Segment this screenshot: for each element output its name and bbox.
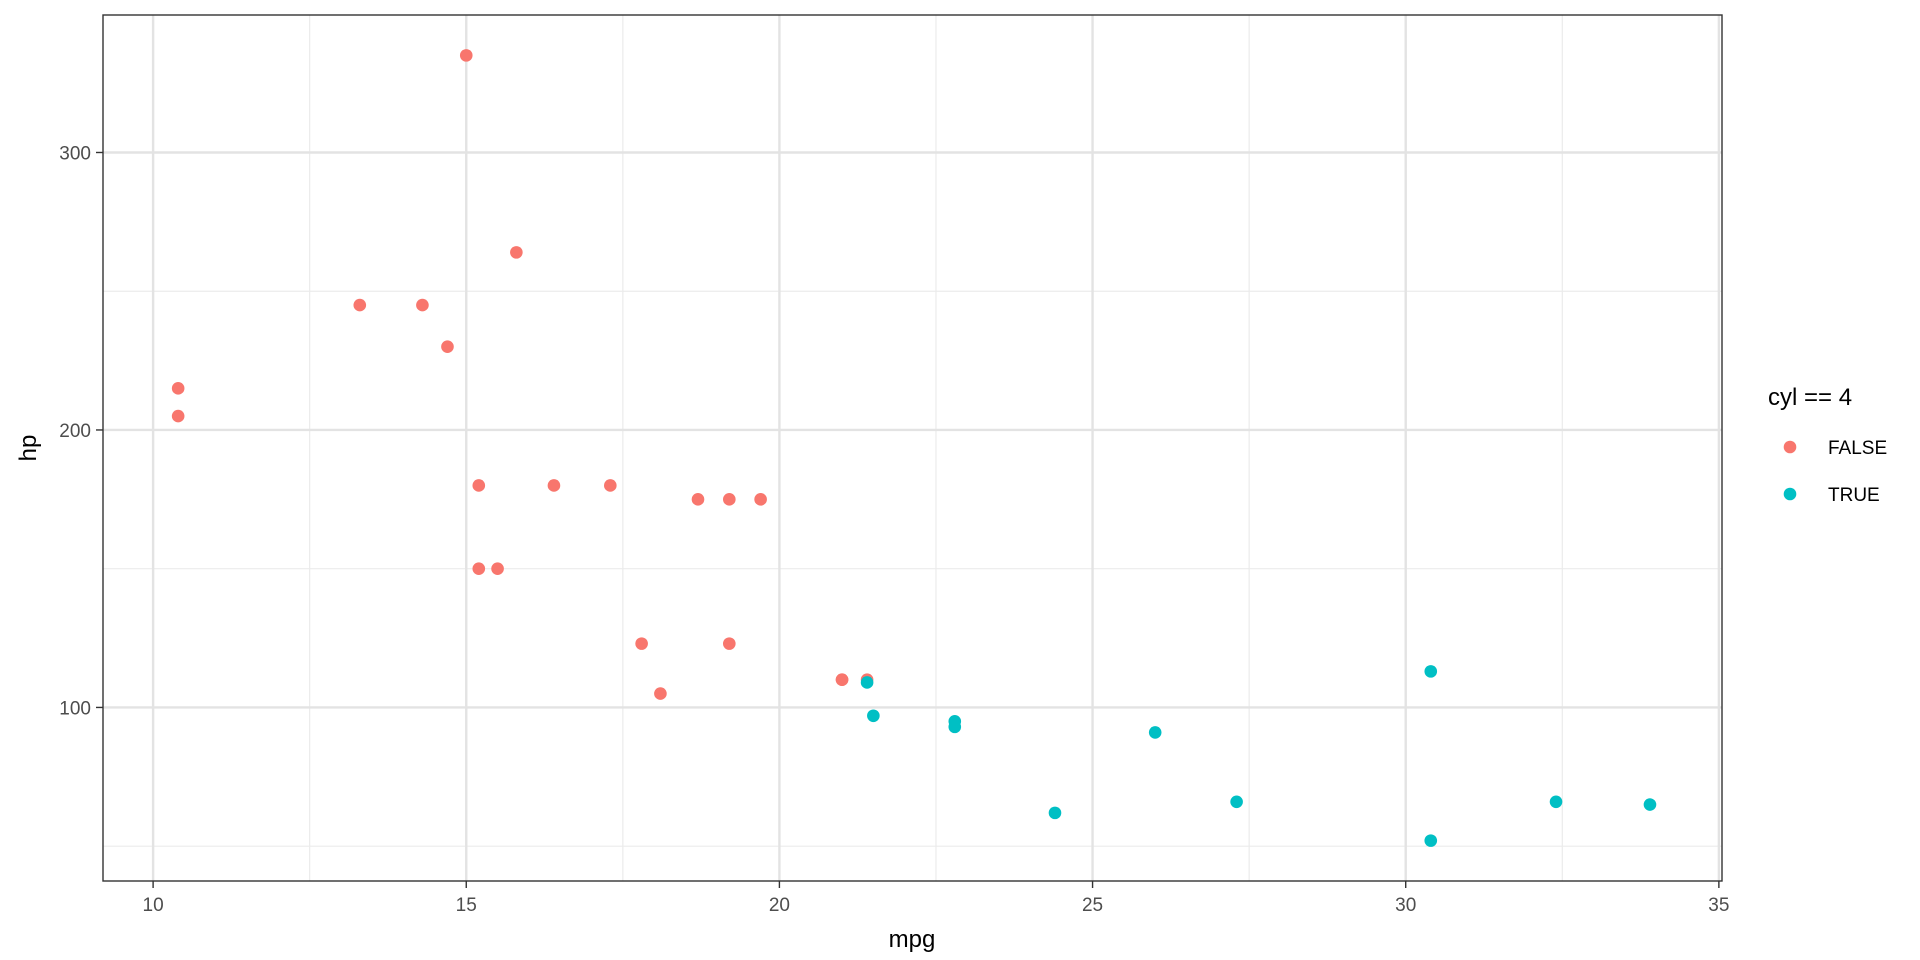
x-tick-label: 20 <box>769 895 790 916</box>
data-point <box>1230 795 1243 809</box>
legend: cyl == 4 FALSE TRUE <box>1768 384 1887 506</box>
data-point <box>472 479 486 492</box>
data-point <box>860 676 874 689</box>
data-point <box>691 493 705 506</box>
y-axis-title: hp <box>15 435 42 462</box>
data-point <box>1643 798 1657 811</box>
legend-key <box>1783 440 1797 454</box>
legend-title: cyl == 4 <box>1768 384 1852 411</box>
data-point <box>353 298 367 312</box>
plot-panel-border <box>102 14 1723 882</box>
y-tick-label: 200 <box>59 421 91 442</box>
data-point <box>510 246 523 259</box>
data-point <box>604 479 617 492</box>
legend-key <box>1783 487 1797 501</box>
data-point <box>835 673 849 686</box>
x-tick-label: 30 <box>1395 895 1416 916</box>
x-tick-label: 35 <box>1708 895 1729 916</box>
data-point <box>1048 806 1062 820</box>
data-point <box>441 340 454 354</box>
data-point <box>1424 665 1438 678</box>
data-point <box>472 562 486 576</box>
data-point <box>654 687 667 700</box>
data-point <box>723 493 736 506</box>
minor-grid <box>103 15 1722 881</box>
y-tick-label: 300 <box>59 143 91 164</box>
data-point <box>171 382 185 395</box>
data-point <box>459 49 473 62</box>
data-point <box>867 709 880 723</box>
legend-label: FALSE <box>1828 438 1887 459</box>
x-tick-label: 15 <box>456 895 477 916</box>
y-axis-ticks: 100 200 300 <box>59 143 103 719</box>
data-points <box>171 49 1657 847</box>
data-point <box>491 562 504 576</box>
x-axis-ticks: 10 15 20 25 30 35 <box>143 881 1729 916</box>
data-point <box>171 409 185 423</box>
data-point <box>1148 726 1162 739</box>
legend-label: TRUE <box>1828 485 1880 506</box>
x-axis-title: mpg <box>889 926 936 953</box>
data-point <box>1549 795 1563 809</box>
plot-background <box>103 15 1722 881</box>
x-tick-label: 10 <box>143 895 164 916</box>
data-point <box>723 637 736 650</box>
data-point <box>1424 834 1438 847</box>
major-grid <box>103 15 1722 881</box>
data-point <box>416 298 429 312</box>
y-tick-label: 100 <box>59 698 91 719</box>
x-tick-label: 25 <box>1082 895 1103 916</box>
data-point <box>754 493 767 506</box>
data-point <box>547 479 561 492</box>
data-point <box>635 637 648 650</box>
data-point <box>948 715 962 728</box>
